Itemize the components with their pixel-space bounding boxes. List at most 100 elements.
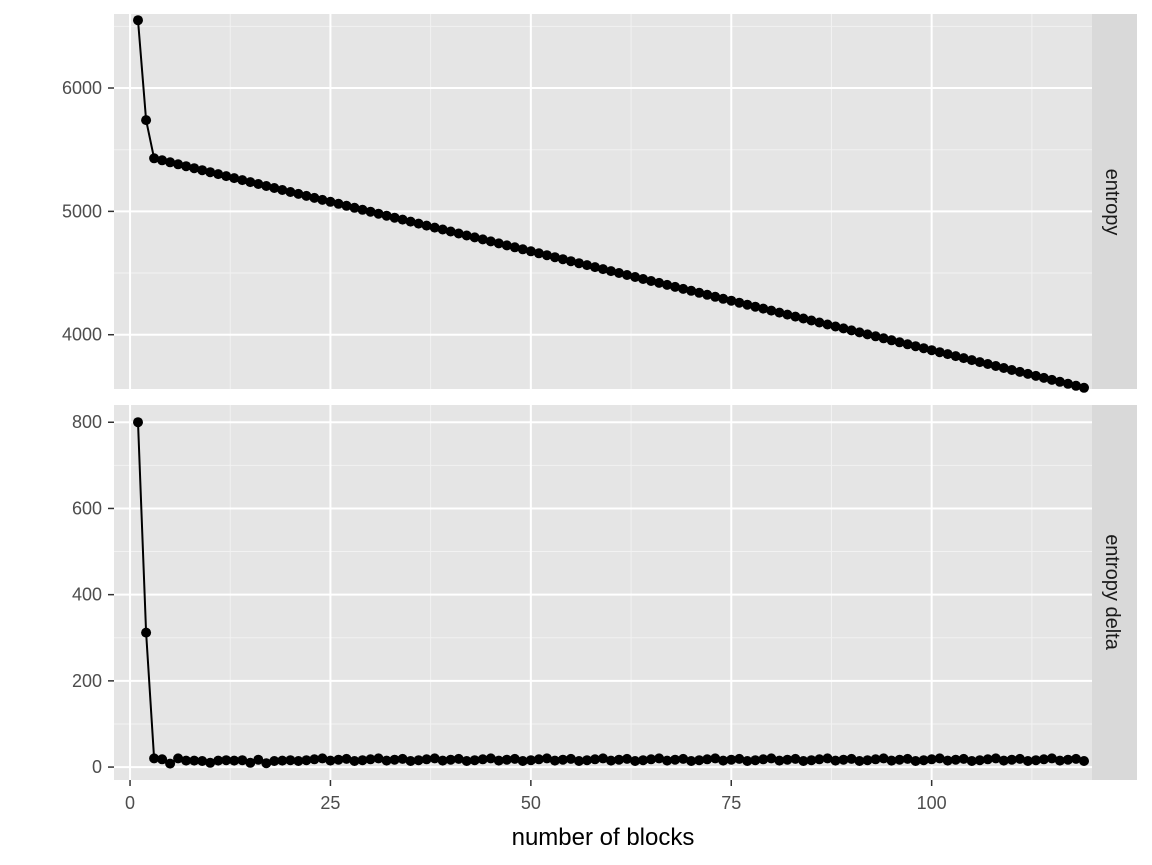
data-point <box>990 361 1001 371</box>
data-point <box>325 755 336 766</box>
data-point <box>1071 380 1081 391</box>
data-point <box>718 755 729 766</box>
data-point <box>926 345 937 356</box>
x-tick-label: 0 <box>125 793 135 813</box>
data-point <box>565 256 576 267</box>
data-point <box>774 755 785 766</box>
data-point <box>285 187 296 197</box>
data-point <box>197 756 208 766</box>
data-point <box>822 753 833 764</box>
data-point <box>269 756 280 766</box>
data-point <box>237 755 248 766</box>
data-point <box>942 755 953 766</box>
panel-entropy: 4000 5000 6000 entropy <box>62 14 1137 393</box>
data-point <box>902 753 913 764</box>
data-point <box>686 756 697 766</box>
panel-background <box>114 405 1092 780</box>
y-tick-label: 800 <box>72 412 102 432</box>
data-point <box>245 177 256 188</box>
data-point <box>365 754 376 765</box>
data-point <box>854 756 865 766</box>
data-point <box>245 757 256 768</box>
data-point <box>221 171 232 182</box>
data-point <box>918 755 929 766</box>
data-point <box>213 755 224 766</box>
data-point <box>485 753 496 764</box>
data-point <box>814 317 825 328</box>
data-point <box>405 756 416 766</box>
data-point <box>934 753 945 764</box>
data-point <box>982 754 993 765</box>
data-point <box>445 226 456 237</box>
panel-background <box>114 14 1092 389</box>
data-point <box>493 755 504 766</box>
y-tick-label: 6000 <box>62 78 102 98</box>
data-point <box>798 756 809 766</box>
data-point <box>437 224 448 235</box>
data-point <box>357 204 368 215</box>
data-point <box>405 216 416 227</box>
data-point <box>782 754 793 765</box>
data-point <box>1022 756 1033 766</box>
data-point <box>549 755 560 766</box>
data-point <box>838 323 849 334</box>
data-point <box>341 200 352 211</box>
data-point <box>734 297 745 308</box>
data-point <box>181 755 192 766</box>
data-point <box>293 756 304 766</box>
data-point <box>750 755 761 766</box>
data-point <box>189 755 200 766</box>
data-point <box>189 163 200 174</box>
data-point <box>381 755 392 766</box>
data-point <box>173 159 184 170</box>
data-point <box>501 754 512 765</box>
data-point <box>293 188 304 199</box>
series-entropy <box>133 15 1089 393</box>
data-point <box>397 214 408 225</box>
data-point <box>501 240 512 251</box>
data-point <box>525 246 536 257</box>
data-point <box>141 115 152 126</box>
data-point <box>149 753 160 764</box>
data-point <box>317 753 328 764</box>
x-axis-title: number of blocks <box>512 824 695 851</box>
data-point <box>846 753 857 764</box>
data-point <box>389 754 400 765</box>
data-point <box>774 307 785 318</box>
data-point <box>133 15 143 26</box>
data-point <box>509 753 520 764</box>
data-point <box>565 753 576 764</box>
data-point <box>453 228 464 239</box>
data-point <box>557 254 568 265</box>
data-point <box>950 754 961 765</box>
data-point <box>638 274 649 284</box>
data-point <box>301 190 312 201</box>
data-point <box>894 337 905 348</box>
data-point <box>998 755 1009 766</box>
data-point <box>1006 365 1017 375</box>
data-point <box>477 234 488 245</box>
data-point <box>533 754 544 765</box>
y-tick-label: 0 <box>92 757 102 777</box>
data-point <box>493 238 504 249</box>
data-point <box>277 185 288 195</box>
data-point <box>429 753 440 764</box>
data-point <box>141 627 152 638</box>
data-point <box>253 179 264 189</box>
data-point <box>1054 755 1065 766</box>
data-point <box>421 220 432 231</box>
data-point <box>574 756 584 766</box>
data-point <box>373 208 384 219</box>
y-tick-label: 200 <box>72 671 102 691</box>
data-point <box>886 335 897 346</box>
panel-grid <box>114 405 1092 780</box>
data-point <box>557 754 568 765</box>
data-point <box>133 417 143 428</box>
data-point <box>982 359 993 369</box>
data-point <box>998 363 1009 373</box>
data-point <box>838 754 849 765</box>
data-point <box>902 339 913 350</box>
data-point <box>477 754 488 765</box>
data-point <box>590 262 600 273</box>
